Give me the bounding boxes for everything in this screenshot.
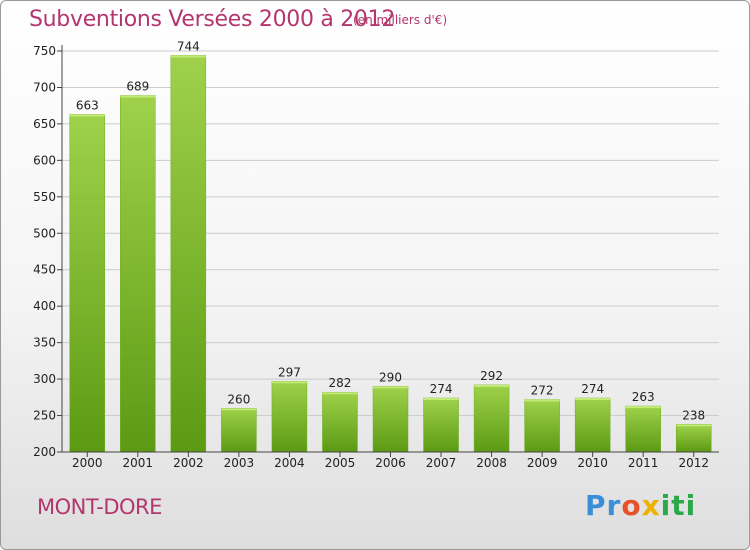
bar-2005 [322,391,358,453]
bar-highlight [322,392,358,395]
logo-part-3: x [641,489,661,522]
bar-2001 [120,95,156,453]
bar-highlight [69,114,105,117]
value-label: 282 [329,376,352,390]
bar-2009 [524,399,560,453]
y-tick-label: 450 [33,263,56,277]
bar-highlight [373,386,408,389]
x-tick-label: 2007 [426,456,457,470]
x-tick-label: 2003 [224,456,255,470]
y-tick-label: 400 [33,299,56,313]
y-tick-label: 300 [33,372,56,386]
city-name: MONT-DORE [37,495,162,519]
axes [57,45,719,457]
value-label: 238 [682,408,705,422]
bar-highlight [170,55,206,58]
value-label: 744 [177,39,200,53]
y-tick-label: 500 [33,226,56,240]
y-tick-label: 250 [33,409,56,423]
x-tick-label: 2011 [628,456,659,470]
bar-2011 [625,405,661,453]
bar-highlight [474,384,510,387]
value-label: 274 [430,382,453,396]
x-tick-label: 2001 [123,456,154,470]
chart-subtitle: (en milliers d'€) [353,13,448,27]
bars [69,55,712,453]
value-label: 263 [632,390,655,404]
chart-title: Subventions Versées 2000 à 2012 [29,7,396,32]
y-tick-label: 700 [33,80,56,94]
x-tick-label: 2010 [577,456,608,470]
bar-2006 [372,386,409,453]
x-tick-label: 2004 [274,456,305,470]
bar-2003 [221,408,257,453]
bar-highlight [221,408,257,411]
bar-2010 [574,397,611,453]
logo-part-4: iti [660,489,697,522]
bar-highlight [423,398,459,401]
logo-part-2: o [621,489,642,522]
bar-highlight [271,381,307,384]
proxiti-logo[interactable]: Proxiti [585,489,696,522]
value-label: 274 [581,382,604,396]
bar-highlight [625,406,661,409]
value-label: 272 [531,384,554,398]
bar-2002 [170,55,207,453]
value-label: 260 [227,392,250,406]
bar-2004 [271,381,308,453]
bar-2012 [675,424,712,453]
x-tick-label: 2002 [173,456,204,470]
x-tick-label: 2000 [72,456,103,470]
bar-2008 [473,384,510,453]
x-tick-label: 2005 [325,456,356,470]
bar-highlight [575,398,611,401]
y-tick-label: 550 [33,190,56,204]
bar-2007 [423,397,459,453]
value-label: 663 [76,98,99,112]
y-tick-label: 650 [33,117,56,131]
value-label: 689 [126,79,149,93]
value-label: 292 [480,369,503,383]
bar-2000 [69,114,106,453]
logo-part-1: Pr [585,489,622,522]
labels: 200 250 300 350 400 450 500 550 600 650 700 750 663 2… [33,39,709,470]
bar-highlight [676,424,712,427]
y-tick-label: 350 [33,336,56,350]
x-tick-label: 2008 [476,456,507,470]
y-tick-label: 200 [33,445,56,459]
y-tick-label: 750 [33,44,56,58]
x-tick-label: 2012 [678,456,709,470]
y-tick-label: 600 [33,153,56,167]
value-label: 290 [379,370,402,384]
bar-highlight [524,399,560,402]
x-tick-label: 2006 [375,456,406,470]
x-tick-label: 2009 [527,456,558,470]
value-label: 297 [278,365,301,379]
bar-highlight [120,95,156,98]
